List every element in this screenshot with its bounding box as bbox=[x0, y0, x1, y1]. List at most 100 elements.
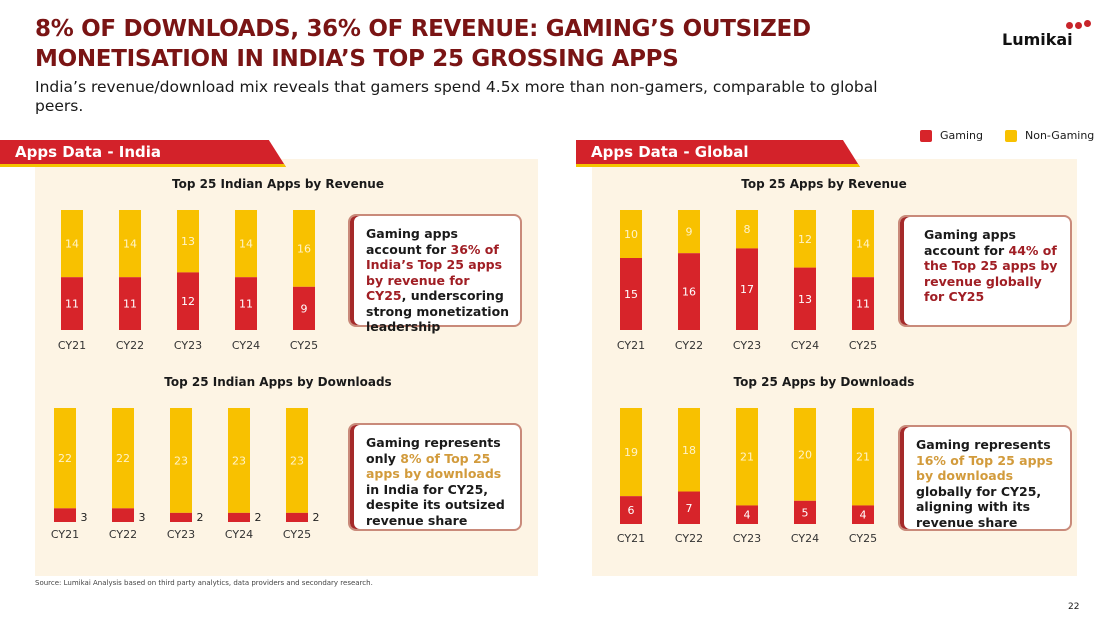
category-label: CY21 bbox=[617, 532, 645, 545]
category-label: CY23 bbox=[733, 339, 761, 352]
non-gaming-bar bbox=[852, 210, 874, 278]
logo-dot-icon bbox=[1075, 22, 1082, 29]
gaming-bar bbox=[54, 508, 76, 522]
non-gaming-bar bbox=[736, 408, 758, 506]
lumikai-logo: Lumikai bbox=[1000, 20, 1091, 50]
category-label: CY24 bbox=[225, 528, 253, 541]
gaming-value-label: 5 bbox=[802, 506, 809, 519]
gaming-bar bbox=[736, 505, 758, 524]
source-note: Source: Lumikai Analysis based on third … bbox=[35, 579, 373, 587]
callout-highlight: 8% of Top 25 apps by downloads bbox=[366, 450, 502, 482]
non-gaming-value-label: 13 bbox=[181, 235, 195, 248]
gaming-bar bbox=[678, 253, 700, 330]
non-gaming-bar bbox=[620, 408, 642, 497]
chart-title: Top 25 Apps by Downloads bbox=[733, 375, 915, 389]
non-gaming-value-label: 16 bbox=[297, 242, 311, 255]
category-label: CY22 bbox=[109, 528, 137, 541]
gaming-bar bbox=[112, 508, 134, 522]
gaming-bar bbox=[852, 277, 874, 330]
non-gaming-bar bbox=[736, 210, 758, 249]
gaming-bar bbox=[61, 277, 83, 330]
gaming-value-label: 7 bbox=[686, 502, 693, 515]
gaming-value-label: 11 bbox=[123, 298, 137, 311]
gaming-value-label: 2 bbox=[313, 511, 320, 524]
callout-text: Gaming apps account for bbox=[924, 227, 1016, 258]
callout-india-revenue: Gaming apps account for 36% of India’s T… bbox=[348, 214, 522, 334]
category-label: CY23 bbox=[174, 339, 202, 352]
gaming-value-label: 11 bbox=[856, 298, 870, 311]
gaming-bar bbox=[235, 277, 257, 330]
non-gaming-value-label: 12 bbox=[798, 233, 812, 246]
category-label: CY24 bbox=[791, 339, 819, 352]
category-label: CY25 bbox=[849, 532, 877, 545]
category-label: CY21 bbox=[617, 339, 645, 352]
non-gaming-value-label: 22 bbox=[58, 452, 72, 465]
gaming-bar bbox=[119, 277, 141, 330]
india-section-banner: Apps Data - India bbox=[0, 140, 286, 167]
callout-global-revenue: Gaming apps account for 44% of the Top 2… bbox=[898, 215, 1072, 327]
callout-text: , underscoring strong monetization leade… bbox=[366, 288, 510, 334]
non-gaming-bar bbox=[61, 210, 83, 278]
gaming-value-label: 9 bbox=[301, 302, 308, 315]
gaming-bar bbox=[794, 500, 816, 524]
gaming-bar bbox=[620, 258, 642, 330]
non-gaming-bar bbox=[678, 408, 700, 492]
gaming-value-label: 4 bbox=[860, 509, 867, 522]
category-label: CY24 bbox=[791, 532, 819, 545]
logo-text: Lumikai bbox=[1002, 30, 1073, 49]
non-gaming-bar bbox=[170, 408, 192, 513]
callout-text: Gaming apps account for bbox=[366, 226, 458, 257]
gaming-bar bbox=[228, 512, 250, 522]
gaming-bar bbox=[620, 496, 642, 524]
category-label: CY22 bbox=[675, 532, 703, 545]
gaming-value-label: 3 bbox=[139, 511, 146, 524]
non-gaming-swatch bbox=[1005, 129, 1017, 142]
gaming-value-label: 4 bbox=[744, 509, 751, 522]
non-gaming-bar bbox=[228, 408, 250, 513]
legend-item-non-gaming: Non-Gaming bbox=[1005, 129, 1094, 142]
non-gaming-value-label: 22 bbox=[116, 452, 130, 465]
non-gaming-value-label: 19 bbox=[624, 446, 638, 459]
gaming-bar bbox=[794, 267, 816, 330]
title-line-2: MONETISATION IN INDIA’S TOP 25 GROSSING … bbox=[35, 46, 679, 72]
title-line-1: 8% OF DOWNLOADS, 36% OF REVENUE: GAMING’… bbox=[35, 16, 811, 42]
page-number: 22 bbox=[1068, 602, 1080, 612]
chart-title: Top 25 Apps by Revenue bbox=[741, 177, 907, 191]
non-gaming-bar bbox=[678, 210, 700, 254]
category-label: CY22 bbox=[675, 339, 703, 352]
non-gaming-bar bbox=[177, 210, 199, 273]
non-gaming-bar bbox=[235, 210, 257, 278]
callout-highlight: 16% of Top 25 apps by downloads bbox=[916, 452, 1053, 484]
gaming-value-label: 12 bbox=[181, 295, 195, 308]
legend-label: Gaming bbox=[940, 129, 983, 142]
non-gaming-bar bbox=[620, 210, 642, 258]
gaming-value-label: 13 bbox=[798, 293, 812, 306]
non-gaming-value-label: 23 bbox=[174, 454, 188, 467]
gaming-bar bbox=[177, 272, 199, 330]
category-label: CY22 bbox=[116, 339, 144, 352]
non-gaming-bar bbox=[293, 210, 315, 287]
non-gaming-bar bbox=[852, 408, 874, 506]
non-gaming-value-label: 9 bbox=[686, 226, 693, 239]
gaming-bar bbox=[293, 286, 315, 330]
non-gaming-bar bbox=[794, 408, 816, 501]
global-section-banner: Apps Data - Global bbox=[576, 140, 860, 167]
gaming-value-label: 15 bbox=[624, 288, 638, 301]
non-gaming-value-label: 14 bbox=[856, 238, 870, 251]
chart-title: Top 25 Indian Apps by Downloads bbox=[164, 375, 392, 389]
category-label: CY25 bbox=[849, 339, 877, 352]
category-label: CY24 bbox=[232, 339, 260, 352]
non-gaming-value-label: 14 bbox=[239, 238, 253, 251]
gaming-bar bbox=[852, 505, 874, 524]
gaming-swatch bbox=[920, 129, 932, 142]
callout-highlight: 36% of India’s Top 25 apps by revenue fo… bbox=[366, 241, 503, 304]
non-gaming-bar bbox=[54, 408, 76, 509]
gaming-value-label: 11 bbox=[65, 298, 79, 311]
non-gaming-bar bbox=[119, 210, 141, 278]
legend: Gaming Non-Gaming bbox=[920, 129, 1094, 142]
non-gaming-value-label: 18 bbox=[682, 444, 696, 457]
category-label: CY25 bbox=[290, 339, 318, 352]
non-gaming-bar bbox=[112, 408, 134, 509]
legend-item-gaming: Gaming bbox=[920, 129, 983, 142]
gaming-bar bbox=[678, 491, 700, 524]
